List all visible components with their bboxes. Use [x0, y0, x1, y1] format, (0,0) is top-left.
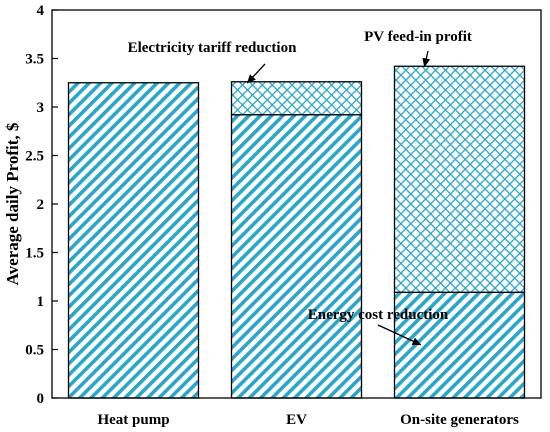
annotation-label: Electricity tariff reduction: [128, 40, 297, 56]
y-tick-label: 4: [37, 3, 45, 19]
annotation-arrow: [246, 63, 266, 84]
annotation-label: Energy cost reduction: [308, 307, 449, 323]
annotation-arrow: [377, 324, 422, 346]
x-tick-label: EV: [286, 412, 307, 428]
annotations-layer: Electricity tariff reduction PV feed-in p…: [128, 29, 472, 346]
annotation-arrow: [422, 50, 431, 68]
bar-segment: [393, 291, 526, 399]
bar-segment: [230, 81, 363, 116]
bar-segment: [67, 82, 200, 399]
y-tick-label: 2.5: [25, 149, 44, 165]
annotation-label: PV feed-in profit: [364, 29, 472, 45]
bar-segment: [393, 65, 526, 293]
bar-segment: [230, 114, 363, 399]
x-tick-label: On-site generators: [400, 412, 519, 428]
bars-layer: [67, 65, 526, 399]
y-axis: 0 0.5 1 1.5 2 2.5 3 3.5 4: [25, 3, 58, 407]
y-tick-label: 1.5: [25, 246, 44, 262]
y-tick-label: 0.5: [25, 343, 44, 359]
y-tick-label: 0: [37, 391, 45, 407]
x-axis: Heat pump EV On-site generators: [97, 412, 519, 428]
y-tick-label: 1: [37, 294, 45, 310]
x-tick-label: Heat pump: [97, 412, 169, 428]
y-tick-label: 2: [37, 197, 45, 213]
y-tick-label: 3: [37, 100, 45, 116]
y-axis-label: Average daily Profit, $: [3, 122, 22, 285]
y-tick-label: 3.5: [25, 52, 44, 68]
